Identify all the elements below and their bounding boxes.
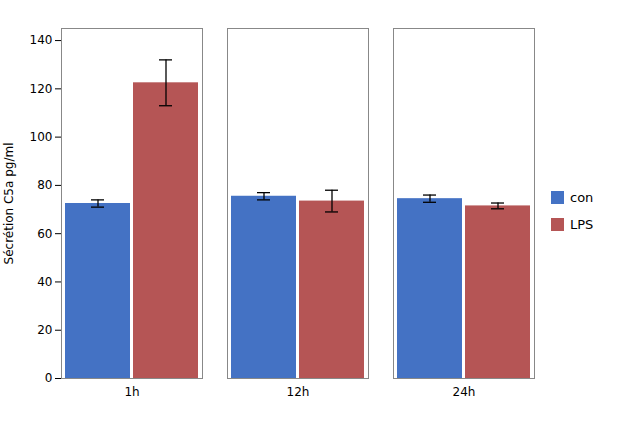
html-text:LPS: LPS	[570, 216, 594, 232]
svg-text:60: 60	[37, 227, 52, 241]
svg-text:0: 0	[45, 371, 53, 385]
svg-text:Sécrétion C5a pg/ml: Sécrétion C5a pg/ml	[2, 143, 16, 265]
svg-text:12h: 12h	[287, 385, 310, 399]
svg-text:24h: 24h	[453, 385, 476, 399]
svg-text:80: 80	[37, 178, 52, 192]
svg-text:20: 20	[37, 323, 52, 337]
svg-text:140: 140	[30, 33, 53, 47]
svg-text:40: 40	[37, 275, 52, 289]
svg-text:100: 100	[30, 130, 53, 144]
svg-text:1h: 1h	[124, 385, 139, 399]
html-text:con: con	[570, 189, 594, 205]
svg-text:120: 120	[30, 82, 53, 96]
